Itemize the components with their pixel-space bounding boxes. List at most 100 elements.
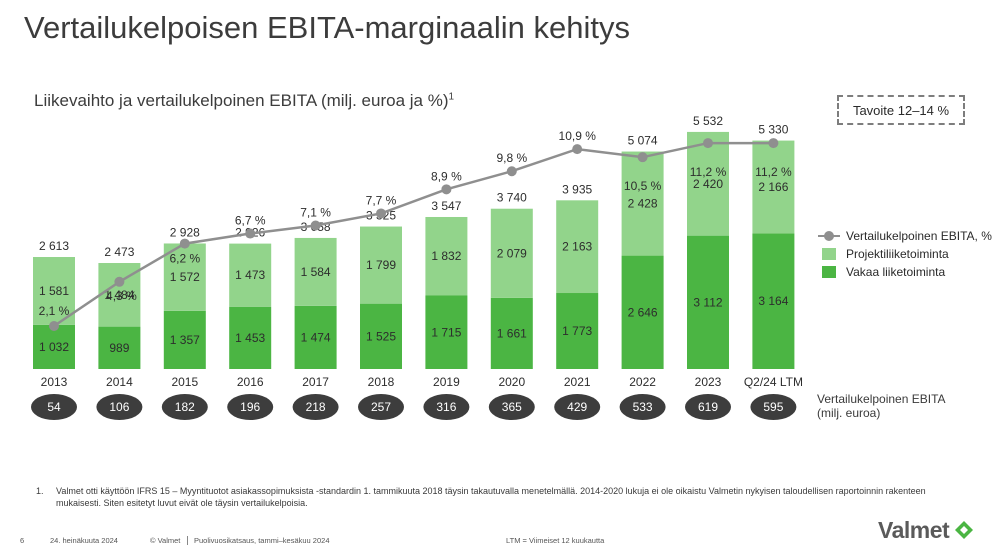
ebita-margin-point-1 (114, 276, 125, 287)
ebita-oval-9 (619, 394, 666, 420)
subtitle-footnote-ref: 1 (448, 91, 455, 103)
label-project-3: 1 473 (235, 268, 265, 282)
bar-stable-5 (360, 303, 402, 369)
footer-date: 24. heinäkuuta 2024 (50, 536, 118, 545)
ebita-value-8: 429 (567, 400, 587, 414)
footnote-number: 1. (36, 486, 44, 496)
ebita-margin-point-4 (310, 220, 321, 231)
label-total-11: 5 330 (758, 123, 788, 137)
label-stable-7: 1 661 (497, 326, 527, 340)
label-total-1: 2 473 (104, 245, 134, 259)
label-stable-10: 3 112 (693, 295, 722, 309)
bar-stable-3 (229, 306, 272, 369)
bar-stable-10 (687, 235, 729, 369)
ebita-oval-4 (292, 394, 339, 420)
subtitle-text: Liikevaihto ja vertailukelpoinen EBITA (… (34, 91, 449, 110)
page-title: Vertailukelpoisen EBITA-marginaalin kehi… (24, 10, 630, 45)
ebita-margin-label-0: 2,1 % (39, 304, 70, 318)
label-total-10: 5 532 (693, 114, 723, 128)
footnote-text: Valmet otti käyttöön IFRS 15 – Myyntituo… (56, 486, 926, 508)
valmet-logo: Valmet (878, 513, 977, 547)
ebita-value-2: 182 (175, 400, 195, 414)
footer-report: Puolivuosikatsaus, tammi–kesäkuu 2024 (187, 536, 330, 545)
legend-item-ebita: Vertailukelpoinen EBITA, % (818, 227, 992, 245)
category-label-9: 2022 (629, 375, 656, 389)
ebita-margin-point-10 (703, 138, 713, 149)
bar-stable-11 (752, 233, 795, 369)
logo-text: Valmet (878, 516, 950, 543)
ebita-margin-point-5 (376, 208, 386, 219)
ebita-oval-8 (554, 394, 601, 420)
bar-project-10 (687, 131, 729, 236)
ebita-margin-point-3 (245, 228, 256, 239)
label-stable-5: 1 525 (366, 329, 396, 343)
ebita-margin-label-7: 9,8 % (496, 151, 527, 165)
ebita-value-4: 218 (306, 400, 326, 414)
ebita-oval-7 (488, 394, 535, 420)
ebita-margin-label-10: 11,2 % (690, 165, 727, 179)
legend-label-ebita: Vertailukelpoinen EBITA, % (846, 229, 992, 243)
label-project-7: 2 079 (497, 246, 527, 260)
ebita-margin-label-5: 7,7 % (366, 193, 397, 207)
label-stable-1: 989 (109, 341, 129, 355)
ebita-value-5: 257 (371, 400, 391, 414)
bar-stable-2 (163, 310, 206, 369)
ebita-margin-label-2: 6,2 % (169, 252, 200, 266)
ebita-value-11: 595 (763, 400, 783, 414)
ebita-margin-label-11: 11,2 % (755, 165, 792, 179)
chart-subtitle: Liikevaihto ja vertailukelpoinen EBITA (… (34, 91, 454, 111)
ebita-value-9: 533 (633, 400, 653, 414)
ebita-margin-point-9 (637, 152, 648, 163)
ebita-oval-1 (96, 394, 143, 420)
category-label-2: 2015 (171, 375, 198, 389)
ebita-oval-10 (685, 394, 731, 420)
ebita-margin-label-8: 10,9 % (559, 129, 597, 143)
ebita-margin-point-7 (506, 166, 517, 177)
ebita-margin-line (53, 141, 774, 328)
label-stable-8: 1 773 (562, 324, 592, 338)
ebita-label-line1: Vertailukelpoinen EBITA (817, 392, 946, 406)
ebita-margin-label-4: 7,1 % (300, 206, 331, 220)
bar-project-11 (752, 140, 795, 234)
bar-project-6 (425, 216, 468, 296)
ebita-value-7: 365 (502, 400, 522, 414)
bar-project-2 (163, 243, 206, 311)
ebita-margin-label-9: 10,5 % (624, 179, 662, 193)
legend-item-stable: Vakaa liiketoiminta (818, 263, 992, 281)
category-label-8: 2021 (564, 375, 591, 389)
label-project-1: 1 484 (104, 288, 134, 302)
bar-project-7 (490, 208, 533, 298)
ebita-margin-label-6: 8,9 % (431, 169, 462, 183)
ebita-value-10: 619 (698, 400, 718, 414)
ebita-oval-3 (227, 394, 274, 420)
category-label-4: 2017 (302, 375, 329, 389)
label-project-2: 1 572 (170, 270, 200, 284)
legend-item-project: Projektiliiketoiminta (818, 245, 992, 263)
ebita-margin-point-6 (441, 184, 452, 195)
label-stable-2: 1 357 (170, 333, 200, 347)
bar-project-4 (294, 237, 337, 306)
label-stable-0: 1 032 (39, 340, 69, 354)
category-label-6: 2019 (433, 375, 460, 389)
ebita-value-3: 196 (240, 400, 260, 414)
ebita-value-6: 316 (436, 400, 456, 414)
label-stable-4: 1 474 (301, 330, 331, 344)
category-label-10: 2023 (695, 375, 722, 389)
ebita-value-0: 54 (47, 400, 61, 414)
bar-stable-8 (556, 293, 599, 369)
legend-label-stable: Vakaa liiketoiminta (846, 265, 946, 279)
label-total-7: 3 740 (497, 191, 527, 205)
bar-project-9 (621, 151, 664, 256)
legend-swatch-stable (822, 266, 836, 278)
ebita-oval-11 (750, 394, 797, 420)
ebita-row-label: Vertailukelpoinen EBITA (milj. euroa) (817, 392, 946, 420)
bar-stable-6 (425, 295, 468, 369)
bar-project-0 (33, 257, 75, 325)
label-total-8: 3 935 (562, 182, 592, 196)
legend-swatch-project (822, 248, 836, 260)
ebita-margin-point-8 (572, 144, 583, 155)
label-total-6: 3 547 (431, 199, 461, 213)
footnote: 1. Valmet otti käyttöön IFRS 15 – Myynti… (36, 485, 936, 509)
label-total-2: 2 928 (170, 225, 200, 239)
